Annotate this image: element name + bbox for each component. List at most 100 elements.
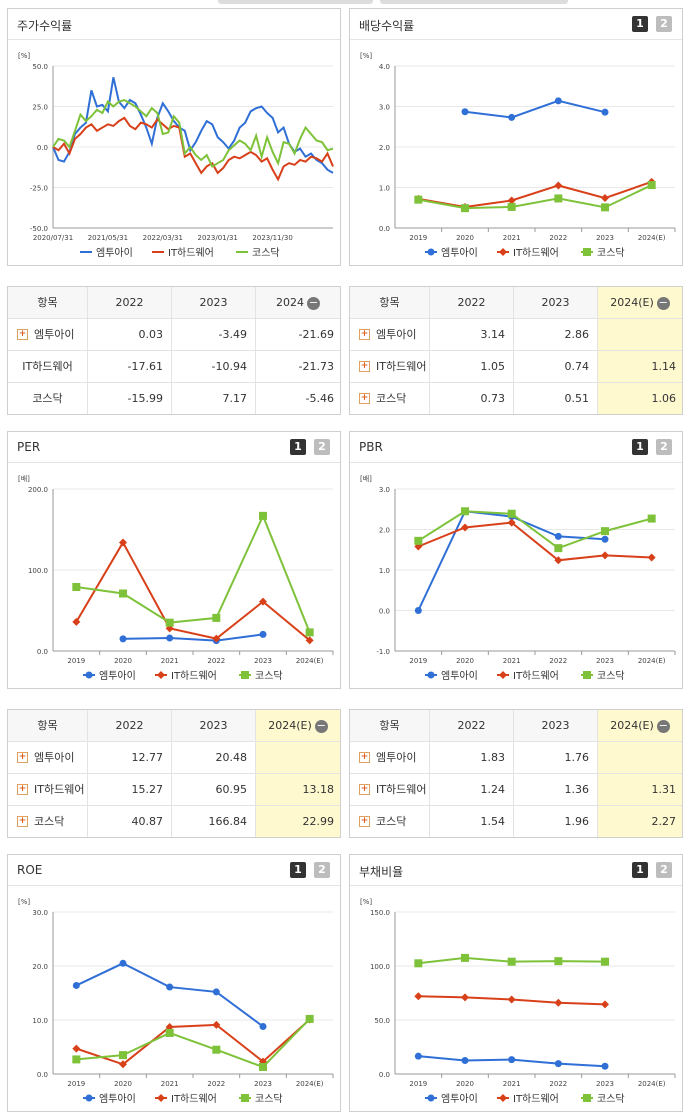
legend-label[interactable]: IT하드웨어: [171, 1092, 217, 1105]
page-1-button[interactable]: 1: [290, 439, 306, 455]
table-row: + 코스닥 0.73 0.51 1.06: [350, 383, 682, 414]
header-label: 2023: [541, 296, 570, 309]
top-tab-strip-2: [380, 0, 568, 4]
expand-plus-icon[interactable]: +: [359, 393, 370, 404]
legend-label[interactable]: IT하드웨어: [171, 669, 217, 682]
data-point: [508, 113, 516, 121]
page-2-button[interactable]: 2: [656, 16, 672, 32]
x-tick-label: 2020: [114, 657, 132, 665]
x-tick-label: 2019: [409, 234, 427, 242]
legend-label[interactable]: IT하드웨어: [513, 1092, 559, 1105]
page-1-button[interactable]: 1: [290, 862, 306, 878]
data-point: [119, 538, 127, 547]
data-point: [507, 518, 516, 527]
collapse-icon[interactable]: −: [307, 295, 320, 310]
table-row: + 엠투아이 12.77 20.48: [8, 742, 340, 774]
expand-plus-icon[interactable]: +: [359, 329, 370, 340]
legend-label[interactable]: 코스닥: [255, 1093, 283, 1105]
page-1-button[interactable]: 1: [632, 862, 648, 878]
row-label-cell: + 코스닥: [8, 806, 88, 837]
axis-unit-label: [%]: [18, 898, 30, 906]
expand-plus-icon[interactable]: +: [17, 816, 28, 827]
page-1-button[interactable]: 1: [632, 439, 648, 455]
header-label: 항목: [37, 296, 58, 309]
data-point: [259, 511, 267, 520]
y-tick-label: 1.0: [379, 567, 390, 575]
data-point: [601, 203, 609, 212]
row-label: 코스닥: [376, 392, 407, 405]
table-row: + IT하드웨어 1.05 0.74 1.14: [350, 351, 682, 383]
y-tick-label: 20.0: [32, 963, 48, 971]
x-tick-label: 2021: [161, 657, 179, 665]
page-2-button[interactable]: 2: [656, 439, 672, 455]
data-point: [212, 988, 220, 996]
legend-marker: [583, 1094, 591, 1102]
y-tick-label: 100.0: [28, 567, 48, 575]
value-cell: 2.86: [514, 319, 598, 350]
page-2-button[interactable]: 2: [656, 862, 672, 878]
y-tick-label: 50.0: [32, 63, 48, 71]
series-line-3: [418, 184, 653, 210]
legend-label[interactable]: 코스닥: [255, 670, 283, 682]
legend-label[interactable]: 엠투아이: [441, 1093, 478, 1105]
table-row: + 코스닥 1.54 1.96 2.27: [350, 806, 682, 837]
legend-label[interactable]: IT하드웨어: [513, 246, 559, 259]
axis-unit-label: [%]: [18, 52, 30, 60]
x-tick-label: 2020/07/31: [33, 234, 73, 242]
value-cell: 7.17: [172, 383, 256, 414]
data-point: [259, 1022, 267, 1030]
page-1-button[interactable]: 1: [632, 16, 648, 32]
data-point: [119, 635, 127, 643]
data-point: [461, 953, 469, 962]
data-point: [647, 553, 656, 562]
y-tick-label: 0.0: [37, 648, 48, 656]
legend-label[interactable]: 엠투아이: [441, 670, 478, 682]
page-2-button[interactable]: 2: [314, 439, 330, 455]
legend-label[interactable]: 코스닥: [597, 1093, 625, 1105]
collapse-icon[interactable]: −: [314, 718, 328, 733]
data-point: [414, 992, 423, 1001]
collapse-icon[interactable]: −: [656, 295, 670, 310]
legend-label[interactable]: 엠투아이: [99, 670, 136, 682]
legend-label[interactable]: 엠투아이: [99, 1093, 136, 1105]
expand-plus-icon[interactable]: +: [359, 816, 370, 827]
row-label: 엠투아이: [34, 751, 75, 764]
expand-plus-icon[interactable]: +: [359, 361, 370, 372]
legend-label[interactable]: 코스닥: [597, 670, 625, 682]
legend-label[interactable]: 엠투아이: [441, 247, 478, 259]
page-2-button[interactable]: 2: [314, 862, 330, 878]
legend-label[interactable]: 코스닥: [597, 247, 625, 259]
data-point: [165, 618, 174, 627]
header-label: 2024(E): [268, 719, 312, 732]
row-label: 코스닥: [32, 392, 63, 405]
x-tick-label: 2021/05/31: [88, 234, 128, 242]
legend-label[interactable]: IT하드웨어: [513, 669, 559, 682]
legend-label[interactable]: IT하드웨어: [168, 246, 214, 259]
panel-title: 주가수익률: [17, 19, 73, 33]
expand-plus-icon[interactable]: +: [359, 784, 370, 795]
expand-plus-icon[interactable]: +: [17, 784, 28, 795]
table-stock-return: 항목 2022 2023 2024− + 엠투아이 0.03 -3.49 -21.69 IT하드웨…: [7, 286, 341, 415]
legend-label[interactable]: 코스닥: [252, 247, 280, 259]
data-point: [119, 1051, 127, 1060]
legend-label[interactable]: 엠투아이: [96, 247, 133, 259]
x-tick-label: 2022: [549, 234, 567, 242]
collapse-icon[interactable]: −: [656, 718, 670, 733]
x-tick-label: 2024(E): [638, 234, 666, 242]
x-tick-label: 2022: [207, 1080, 225, 1088]
expand-plus-icon[interactable]: +: [17, 329, 28, 340]
x-tick-label: 2022/03/31: [143, 234, 183, 242]
value-cell: -21.73: [298, 360, 334, 373]
panel-dividend-yield: 배당수익률 1 2 [%] 4.0 3.0 2.0 1.0 0.0 2019 2020 2021…: [349, 8, 683, 266]
series-line-3: [76, 513, 311, 633]
data-point: [414, 1052, 422, 1060]
value-cell: -10.94: [172, 351, 256, 382]
value-cell: 1.31: [598, 774, 682, 805]
legend-marker: [241, 671, 249, 679]
value-cell: -17.61: [88, 351, 172, 382]
expand-plus-icon[interactable]: +: [17, 752, 28, 763]
data-point: [554, 194, 563, 203]
legend-marker: [85, 1094, 93, 1102]
legend-marker: [157, 1094, 165, 1102]
expand-plus-icon[interactable]: +: [359, 752, 370, 763]
